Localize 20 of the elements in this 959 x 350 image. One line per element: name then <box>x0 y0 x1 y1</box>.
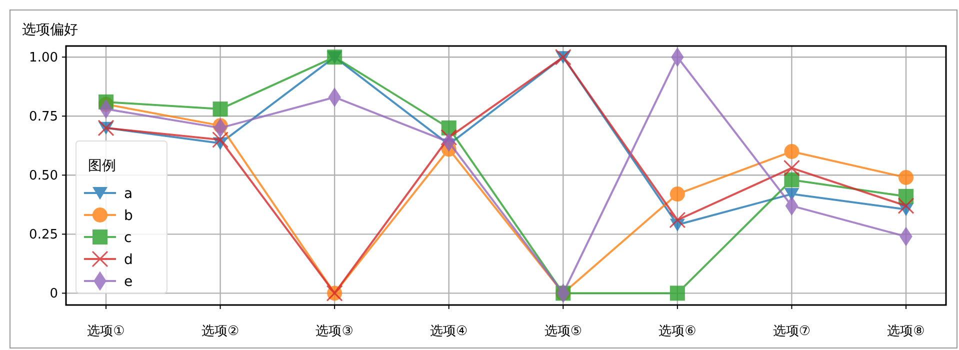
y-tick-label: 0 <box>50 286 58 302</box>
legend-label: d <box>124 252 133 268</box>
legend-title: 图例 <box>88 158 116 174</box>
x-tick-label: 选项⑥ <box>658 324 696 339</box>
y-tick-label: 0.75 <box>29 110 58 125</box>
y-tick-label: 0.25 <box>29 228 58 243</box>
legend-label: b <box>124 208 133 224</box>
x-tick-label: 选项⑧ <box>887 324 925 339</box>
x-tick-label: 选项⑦ <box>772 324 811 339</box>
legend-label: e <box>124 274 133 290</box>
x-tick-label: 选项③ <box>316 324 354 339</box>
x-tick-label: 选项② <box>201 324 240 339</box>
chart-title: 选项偏好 <box>22 22 78 38</box>
y-tick-label: 1.00 <box>29 50 58 66</box>
legend-label: c <box>124 230 132 246</box>
y-tick-label: 0.50 <box>29 168 58 184</box>
x-tick-label: 选项① <box>87 324 125 339</box>
x-tick-label: 选项④ <box>430 324 468 339</box>
x-tick-label: 选项⑤ <box>544 324 582 339</box>
legend-label: a <box>124 186 133 202</box>
